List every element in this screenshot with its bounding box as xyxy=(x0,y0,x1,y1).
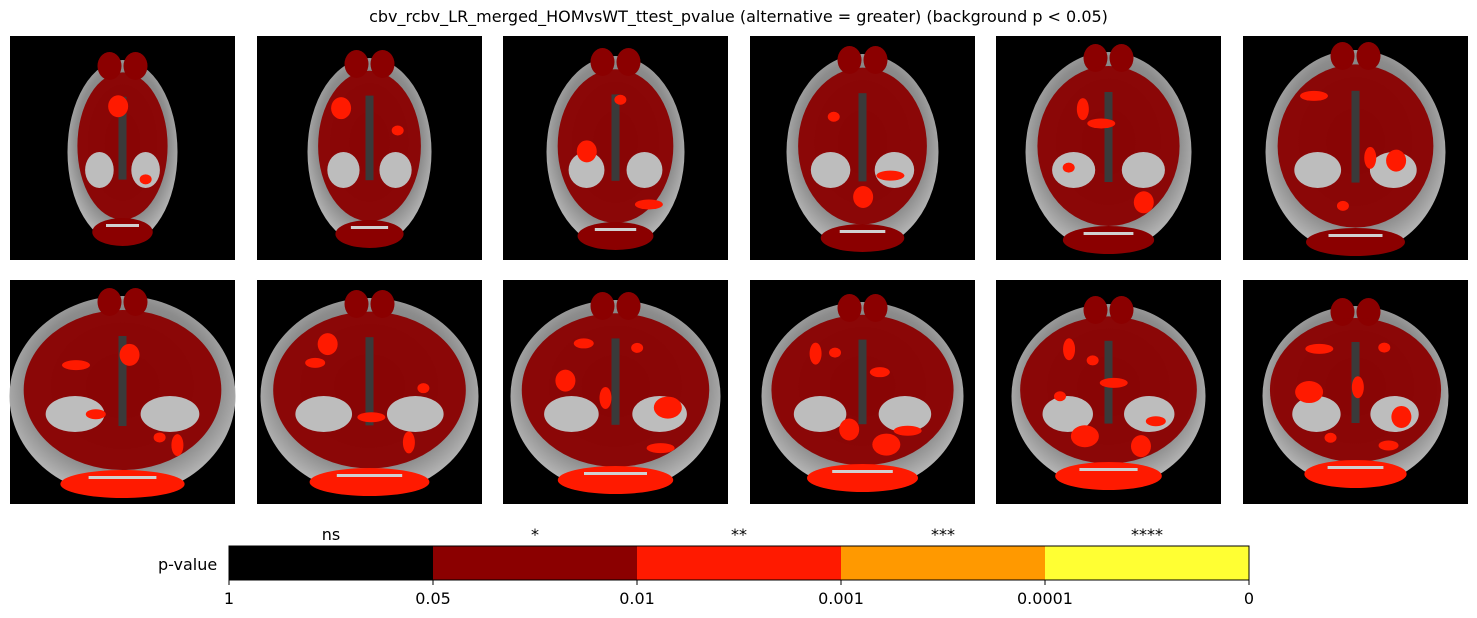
colorbar-segment xyxy=(433,546,637,580)
colorbar-label: p-value xyxy=(158,555,218,574)
colorbar-segment xyxy=(229,546,433,580)
colorbar-tick-label: 0.0001 xyxy=(1017,589,1073,608)
significance-symbol: ns xyxy=(322,525,340,544)
colorbar-tick-label: 0 xyxy=(1244,589,1254,608)
significance-symbol: **** xyxy=(1131,525,1163,544)
significance-symbol: ** xyxy=(731,525,747,544)
significance-symbol: * xyxy=(531,525,539,544)
slice-panel xyxy=(257,280,482,504)
slice-panel xyxy=(503,36,728,260)
colorbar-segment xyxy=(1045,546,1249,580)
slice-panel xyxy=(996,36,1221,260)
slice-panel xyxy=(257,36,482,260)
colorbar-tick-label: 1 xyxy=(224,589,234,608)
colorbar-tick-label: 0.001 xyxy=(818,589,864,608)
colorbar-tick-label: 0.01 xyxy=(619,589,655,608)
colorbar-segment xyxy=(637,546,841,580)
slice-panel xyxy=(9,280,236,504)
slice-panel xyxy=(750,36,975,260)
slice-panel xyxy=(996,280,1221,504)
slice-panel xyxy=(1243,36,1468,260)
colorbar-segment xyxy=(841,546,1045,580)
figure-title: cbv_rcbv_LR_merged_HOMvsWT_ttest_pvalue … xyxy=(369,7,1108,26)
colorbar-tick-label: 0.05 xyxy=(415,589,451,608)
slice-panel xyxy=(750,280,975,504)
slice-panel xyxy=(1243,280,1468,504)
slice-panel xyxy=(503,280,728,504)
slice-panel xyxy=(10,36,235,260)
significance-symbol: *** xyxy=(931,525,955,544)
